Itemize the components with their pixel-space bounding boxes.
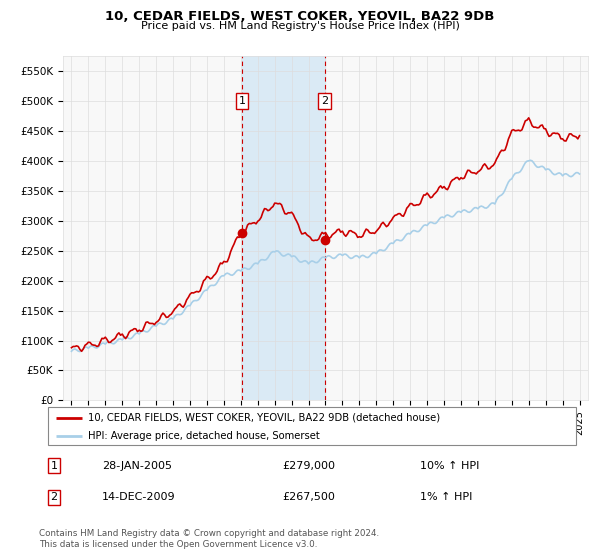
Text: 14-DEC-2009: 14-DEC-2009 bbox=[102, 492, 176, 502]
Text: 10, CEDAR FIELDS, WEST COKER, YEOVIL, BA22 9DB (detached house): 10, CEDAR FIELDS, WEST COKER, YEOVIL, BA… bbox=[88, 413, 440, 423]
Text: £267,500: £267,500 bbox=[282, 492, 335, 502]
Text: Contains HM Land Registry data © Crown copyright and database right 2024.
This d: Contains HM Land Registry data © Crown c… bbox=[39, 529, 379, 549]
Text: 2: 2 bbox=[321, 96, 328, 106]
Text: Price paid vs. HM Land Registry's House Price Index (HPI): Price paid vs. HM Land Registry's House … bbox=[140, 21, 460, 31]
Text: 2: 2 bbox=[50, 492, 58, 502]
Text: 28-JAN-2005: 28-JAN-2005 bbox=[102, 461, 172, 471]
Text: £279,000: £279,000 bbox=[282, 461, 335, 471]
Text: HPI: Average price, detached house, Somerset: HPI: Average price, detached house, Some… bbox=[88, 431, 319, 441]
Text: 1: 1 bbox=[239, 96, 245, 106]
Text: 10% ↑ HPI: 10% ↑ HPI bbox=[420, 461, 479, 471]
FancyBboxPatch shape bbox=[48, 407, 576, 445]
Text: 10, CEDAR FIELDS, WEST COKER, YEOVIL, BA22 9DB: 10, CEDAR FIELDS, WEST COKER, YEOVIL, BA… bbox=[106, 10, 494, 23]
Text: 1: 1 bbox=[50, 461, 58, 471]
Text: 1% ↑ HPI: 1% ↑ HPI bbox=[420, 492, 472, 502]
Bar bbox=[242, 56, 325, 400]
